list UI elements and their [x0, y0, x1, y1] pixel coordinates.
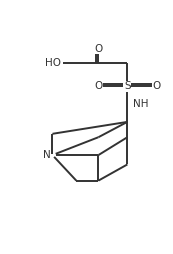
Text: S: S [124, 81, 131, 91]
Text: O: O [94, 44, 103, 54]
Text: O: O [94, 81, 103, 91]
Text: N: N [43, 150, 51, 160]
Text: HO: HO [45, 58, 61, 68]
Text: O: O [152, 81, 160, 91]
Text: NH: NH [133, 99, 149, 109]
